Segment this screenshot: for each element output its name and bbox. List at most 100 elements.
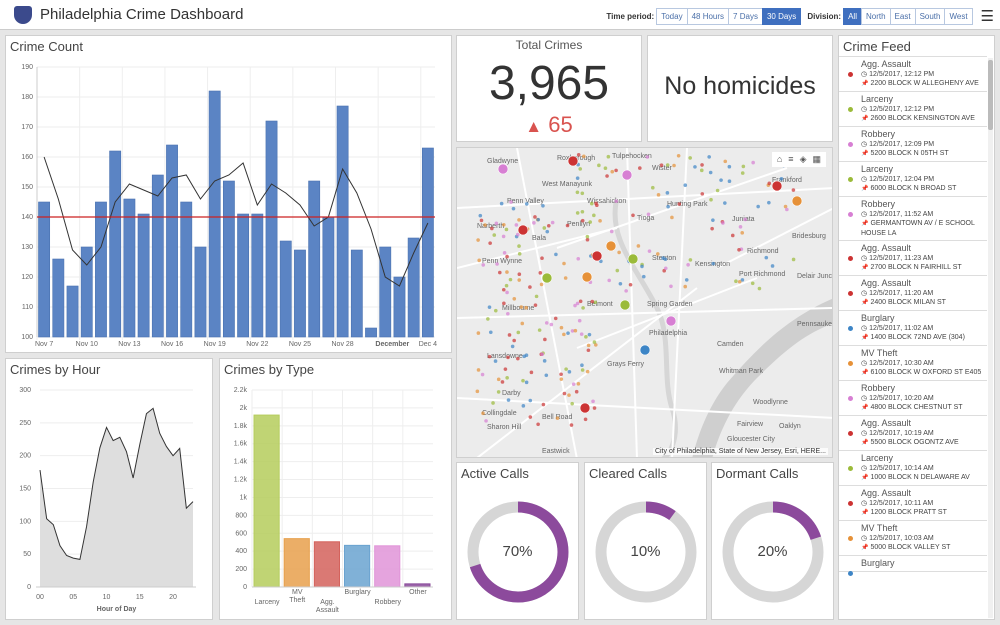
feed-item[interactable]: Burglary ◷ 12/5/2017, 11:02 AM 📌 1400 BLOCK …: [839, 311, 987, 346]
crime-point: [740, 278, 745, 282]
feed-item-type: Burglary: [861, 558, 895, 568]
home-icon[interactable]: ⌂: [776, 154, 783, 164]
category-dot-icon: [848, 466, 853, 471]
clock-icon: ◷: [861, 395, 868, 402]
crime-point: [508, 277, 513, 282]
time-option-48-hours[interactable]: 48 Hours: [686, 7, 730, 25]
gauge-ring: [595, 501, 697, 603]
crime-point: [791, 188, 796, 192]
crime-map[interactable]: GladwyneRoxboroughTulpehockenWisterFrank…: [456, 147, 833, 458]
map-place-label: Penllyn: [567, 221, 590, 228]
division-option-east[interactable]: East: [889, 7, 916, 25]
feed-item-time: 12/5/2017, 10:14 AM: [869, 465, 934, 472]
feed-item[interactable]: Agg. Assault ◷ 12/5/2017, 10:19 AM 📌 5500 BL…: [839, 416, 987, 451]
gauge-title: Cleared Calls: [589, 466, 668, 481]
map-place-label: Penn Wynne: [482, 258, 522, 265]
crime-point: [683, 183, 688, 187]
crime-point: [499, 201, 504, 206]
crime-point: [737, 247, 741, 252]
crime-point: [606, 154, 611, 159]
clock-icon: ◷: [861, 176, 868, 183]
road: [516, 148, 578, 457]
feed-item[interactable]: Agg. Assault ◷ 12/5/2017, 11:20 AM 📌 2400 BL…: [839, 276, 987, 311]
crime-point: [669, 284, 673, 289]
crime-point: [571, 382, 576, 386]
crime-point: [665, 191, 670, 195]
crime-point: [549, 322, 554, 327]
crime-point: [580, 368, 585, 372]
division-option-all[interactable]: All: [843, 7, 862, 25]
feed-item[interactable]: MV Theft ◷ 12/5/2017, 10:03 AM 📌 5000 BLOCK …: [839, 521, 987, 556]
clock-icon: ◷: [861, 430, 868, 437]
crime-point: [519, 305, 524, 309]
legend-list-icon[interactable]: ≡: [788, 154, 794, 164]
crime-point: [700, 163, 704, 167]
feed-item[interactable]: Larceny ◷ 12/5/2017, 12:12 PM 📌 2600 BLOCK K…: [839, 92, 987, 127]
map-attribution: City of Philadelphia, State of New Jerse…: [652, 448, 828, 455]
category-dot-icon: [848, 256, 853, 261]
feed-item[interactable]: Agg. Assault ◷ 12/5/2017, 11:23 AM 📌 2700 BL…: [839, 241, 987, 276]
crime-point: [570, 401, 574, 406]
feed-item[interactable]: Robbery ◷ 12/5/2017, 12:09 PM 📌 5200 BLOCK N…: [839, 127, 987, 162]
feed-item[interactable]: Robbery ◷ 12/5/2017, 10:20 AM 📌 4800 BLOCK C…: [839, 381, 987, 416]
crime-point: [528, 398, 533, 403]
time-option-today[interactable]: Today: [656, 7, 688, 25]
crime-point: [638, 166, 642, 170]
crime-point: [719, 178, 723, 182]
crime-point: [503, 367, 508, 371]
crime-point: [740, 231, 745, 235]
time-option-7-days[interactable]: 7 Days: [728, 7, 763, 25]
feed-item-time: 12/5/2017, 10:19 AM: [869, 430, 934, 437]
crime-point: [591, 399, 595, 404]
feed-item[interactable]: Agg. Assault ◷ 12/5/2017, 10:11 AM 📌 1200 BL…: [839, 486, 987, 521]
feed-item[interactable]: Agg. Assault ◷ 12/5/2017, 12:12 PM 📌 2200 BL…: [839, 57, 987, 92]
hamburger-icon[interactable]: ☰: [980, 8, 994, 25]
crime-point: [491, 401, 495, 405]
crime-point: [554, 252, 558, 257]
division-option-north[interactable]: North: [860, 7, 891, 25]
crime-point: [492, 233, 497, 237]
feed-item[interactable]: MV Theft ◷ 12/5/2017, 10:30 AM 📌 6100 BLOCK …: [839, 346, 987, 381]
feed-scrollbar[interactable]: [988, 58, 993, 618]
crime-point: [583, 417, 588, 422]
crime-point: [504, 283, 509, 288]
category-dot-icon: [848, 291, 853, 296]
crime-point: [493, 359, 498, 363]
crime-point: [624, 289, 628, 293]
feed-item[interactable]: Robbery ◷ 12/5/2017, 11:52 AM 📌 GERMANTOWN A…: [839, 197, 987, 241]
feed-item-type: MV Theft: [861, 348, 898, 358]
feed-item[interactable]: Larceny ◷ 12/5/2017, 10:14 AM 📌 1000 BLOCK N…: [839, 451, 987, 486]
crime-point: [546, 223, 551, 228]
map-canvas[interactable]: GladwyneRoxboroughTulpehockenWisterFrank…: [457, 148, 833, 458]
division-option-west[interactable]: West: [944, 7, 973, 25]
crime-point: [750, 281, 755, 286]
crime-point: [779, 177, 784, 181]
division-option-south[interactable]: South: [914, 7, 946, 25]
feed-item-type: Larceny: [861, 164, 894, 174]
crime-point: [767, 200, 771, 205]
map-place-label: Juniata: [732, 216, 755, 223]
feed-item[interactable]: Burglary: [839, 556, 987, 576]
crime-point: [756, 204, 760, 209]
time-option-30-days[interactable]: 30 Days: [761, 7, 802, 25]
crime-point: [501, 234, 506, 239]
crime-point: [628, 282, 633, 287]
feed-item[interactable]: Larceny ◷ 12/5/2017, 12:04 PM 📌 6000 BLOCK N…: [839, 162, 987, 197]
feed-item-address: 5500 BLOCK OGONTZ AVE: [870, 439, 959, 446]
gauge-active-calls: Active Calls 70%: [456, 462, 579, 620]
crime-point: [565, 223, 570, 228]
feed-item-type: Agg. Assault: [861, 488, 912, 498]
layers-icon[interactable]: ◈: [799, 154, 807, 164]
crime-point: [585, 234, 590, 239]
pin-icon: 📌: [861, 370, 869, 376]
crime-point: [710, 226, 714, 231]
crime-point: [688, 156, 692, 160]
gauge-value: 20%: [757, 543, 788, 560]
road: [716, 207, 832, 269]
major-incident-point: [771, 180, 783, 192]
scrollbar-thumb[interactable]: [988, 60, 993, 130]
basemap-gallery-icon[interactable]: ▦: [812, 154, 821, 164]
crime-point: [550, 220, 555, 225]
map-place-label: Port Richmond: [739, 271, 785, 278]
crime-point: [505, 375, 509, 380]
